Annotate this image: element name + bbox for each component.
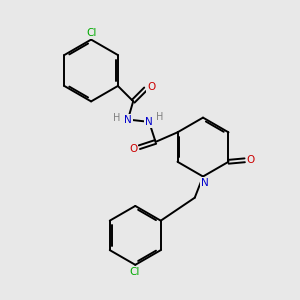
Text: N: N [201, 178, 208, 188]
Text: O: O [247, 155, 255, 165]
Text: Cl: Cl [86, 28, 97, 38]
Text: O: O [147, 82, 156, 92]
Text: O: O [129, 144, 138, 154]
Text: H: H [113, 113, 120, 123]
Text: N: N [124, 115, 132, 124]
Text: N: N [145, 117, 153, 127]
Text: H: H [156, 112, 163, 122]
Text: Cl: Cl [130, 267, 140, 277]
